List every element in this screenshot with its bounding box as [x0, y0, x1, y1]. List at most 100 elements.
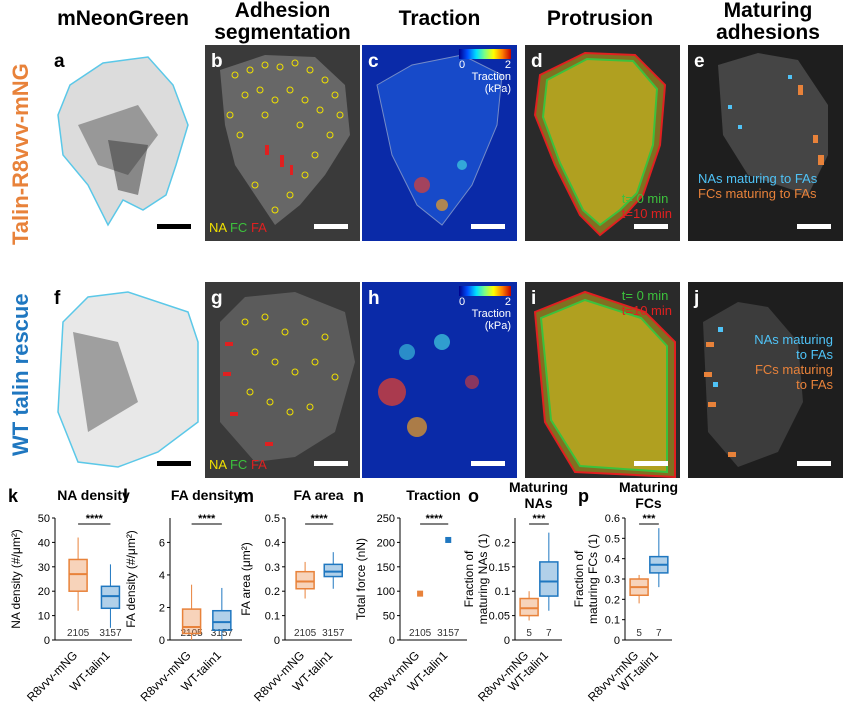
panel-d-protrusion: d t= 0 min t=10 min: [525, 45, 680, 241]
panel-letter-b: b: [211, 51, 223, 72]
panel-letter-m: m: [238, 486, 254, 506]
segmentation-legend: NA FC FA: [209, 220, 267, 235]
scale-bar: [634, 461, 668, 466]
header-traction: Traction: [398, 7, 481, 30]
significance-label: ****: [311, 513, 329, 525]
panel-letter-o: o: [468, 486, 479, 506]
y-tick-label: 0.4: [265, 537, 280, 549]
segmentation-image-g: [220, 292, 355, 462]
y-axis-label: NA density (#/μm²): [9, 529, 23, 629]
row-label-talin-r8vvv: Talin-R8vvv-mNG: [8, 63, 33, 245]
panel-i-protrusion: i t= 0 min t=10 min: [525, 282, 680, 478]
legend-t0: t= 0 min: [621, 191, 669, 206]
n-label: 2105: [409, 628, 432, 639]
y-axis-label: FA density (#/μm²): [124, 530, 138, 628]
panel-letter-c: c: [368, 51, 379, 72]
header-adhesion-segmentation-text: Adhesion segmentation: [214, 0, 351, 44]
y-tick-label: 30: [38, 562, 50, 574]
y-tick-label: 20: [38, 586, 50, 598]
panel-letter-k: k: [8, 486, 19, 506]
legend-t0: t= 0 min: [621, 288, 669, 303]
chart-m: m FA area 0 0.1 0.2 0.3 0.4 0.5 FA area (μm²) R8v…: [230, 480, 360, 719]
panel-j-maturing: j NAs maturing to FAs FCs maturing to FA…: [688, 282, 843, 478]
x-category-label: R8vvv-mNG: [24, 648, 80, 704]
colorbar-unit: (kPa): [484, 83, 511, 95]
colorbar-max: 2: [504, 296, 511, 308]
maturing-legend: NAs maturing to FAs FCs maturing to FAs: [754, 332, 833, 392]
y-tick-label: 0.2: [265, 586, 280, 598]
y-tick-label: 0.2: [605, 594, 620, 606]
header-adhesion-segmentation: Adhesion segmentation: [205, 0, 360, 44]
protrusion-legend: t= 0 min t=10 min: [622, 191, 672, 221]
panel-letter-d: d: [531, 51, 543, 72]
panel-letter-j: j: [694, 288, 700, 309]
y-tick-label: 0: [44, 635, 50, 647]
panel-f-mneongreen: f: [48, 282, 203, 478]
y-tick-label: 0.4: [605, 554, 620, 566]
box-0: [181, 608, 202, 635]
legend-fcs-maturing-1: FCs maturing: [754, 362, 833, 377]
colorbar-min: 0: [459, 59, 466, 71]
y-tick-label: 10: [38, 611, 50, 623]
y-tick-label: 0.5: [605, 533, 620, 545]
y-tick-label: 200: [377, 537, 395, 549]
chart-title-o: NAs: [524, 495, 552, 511]
row-label-wt-talin: WT talin rescue: [8, 293, 33, 456]
y-axis-label: Total force (nN): [354, 538, 368, 620]
box-0: [295, 570, 315, 590]
significance-label: ****: [198, 513, 216, 525]
chart-title-p: FCs: [635, 495, 662, 511]
panel-letter-n: n: [353, 486, 364, 506]
colorbar-title: Traction: [471, 308, 511, 320]
chart-svg-k: k NA density 0 10 20 30 40 50 NA density (#/μm²)…: [8, 486, 132, 704]
maturing-legend: NAs maturing to FAs FCs maturing to FAs: [698, 171, 817, 201]
box-1: [539, 561, 559, 597]
chart-n: n Traction 0 50 100 150 200 250 Total force (nN)…: [345, 480, 475, 719]
chart-title-l: FA density: [171, 487, 241, 503]
colorbar-max: 2: [504, 59, 511, 71]
y-axis-label: FA area (μm²): [239, 542, 253, 616]
chart-title-p: Maturing: [619, 479, 678, 495]
y-tick-label: 0: [159, 635, 165, 647]
traction-map-c: [362, 45, 517, 241]
header-mneongreen: mNeonGreen: [57, 7, 189, 30]
y-tick-label: 4: [159, 570, 165, 582]
segmentation-legend: NA FC FA: [209, 457, 267, 472]
legend-fcs-maturing: FCs maturing to FAs: [698, 186, 817, 201]
legend-fc: FC: [229, 457, 248, 472]
y-tick-label: 100: [377, 586, 395, 598]
n-label: 5: [636, 628, 642, 639]
panel-letter-p: p: [578, 486, 589, 506]
colorbar-min: 0: [459, 296, 466, 308]
scale-bar: [314, 224, 348, 229]
box-0: [519, 597, 539, 617]
scale-bar: [157, 461, 191, 466]
y-tick-label: 6: [159, 537, 165, 549]
y-tick-label: 250: [377, 513, 395, 525]
panel-a-mneongreen: a: [48, 45, 203, 241]
traction-colorbar: 0 2 Traction (kPa): [459, 49, 511, 95]
n-label: 7: [546, 628, 552, 639]
legend-fa: FA: [250, 457, 267, 472]
scale-bar: [797, 224, 831, 229]
colorbar-title: Traction: [471, 71, 511, 83]
header-maturing-adhesions: Maturing adhesions: [688, 0, 848, 44]
y-tick-label: 0.05: [489, 611, 510, 623]
scale-bar: [314, 461, 348, 466]
chart-o: o Maturing NAs 0 0.05 0.1 0.15 0.2 Fraction of ma…: [460, 479, 570, 719]
chart-title-m: FA area: [293, 487, 343, 503]
significance-label: ****: [86, 513, 104, 525]
legend-nas-maturing-2: to FAs: [796, 347, 833, 362]
maturing-image-e: [718, 53, 828, 195]
legend-nas-maturing: NAs maturing to FAs: [698, 171, 818, 186]
y-tick-label: 150: [377, 562, 395, 574]
cell-image-a: [57, 56, 189, 227]
y-tick-label: 0.1: [495, 586, 510, 598]
colorbar-unit: (kPa): [484, 320, 511, 332]
legend-nas-maturing-1: NAs maturing: [754, 332, 833, 347]
n-label: 2105: [67, 628, 90, 639]
y-tick-label: 0: [389, 635, 395, 647]
chart-l: l FA density 0 2 4 6 FA density (#/μm²) R8vvv-m…: [115, 480, 250, 719]
